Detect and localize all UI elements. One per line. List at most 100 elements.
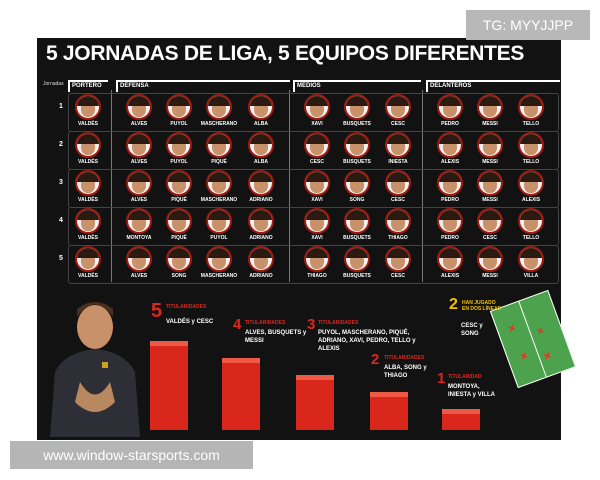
player-name: SONG xyxy=(349,197,365,203)
player-photo xyxy=(304,94,330,120)
player-name: PIQUÉ xyxy=(211,159,227,165)
player-name: CESC xyxy=(391,121,405,127)
player-photo xyxy=(206,94,232,120)
player-name: MESSI xyxy=(482,121,498,127)
divider xyxy=(422,90,423,282)
player-photo xyxy=(206,208,232,234)
player-name: BUSQUETS xyxy=(343,159,371,165)
starts-count: 3 xyxy=(307,316,316,333)
player-name: THIAGO xyxy=(388,235,408,241)
player-name: PEDRO xyxy=(441,197,459,203)
player-photo xyxy=(518,246,544,272)
player-photo xyxy=(166,208,192,234)
player-name: SONG xyxy=(171,273,187,279)
player-name: MASCHERANO xyxy=(200,121,238,127)
starts-count: 2 xyxy=(371,351,380,368)
player-name: CESC xyxy=(483,235,497,241)
player-photo xyxy=(75,94,101,120)
lineup-row xyxy=(68,245,559,284)
starts-count: 1 xyxy=(437,370,446,387)
section-medios: MEDIOS xyxy=(293,80,421,92)
starts-bar-top xyxy=(222,358,260,363)
player-name: MESSI xyxy=(482,159,498,165)
player-photo xyxy=(344,94,370,120)
watermark-url: www.window-starsports.com xyxy=(10,441,253,469)
player-name: ALBA xyxy=(254,121,268,127)
player-photo xyxy=(344,170,370,196)
player-name: MESSI xyxy=(482,273,498,279)
player-name: ALBA xyxy=(254,159,268,165)
player-photo xyxy=(248,208,274,234)
starts-player-names: PUYOL, MASCHERANO, PIQUÉ, ADRIANO, XAVI,… xyxy=(318,330,416,352)
jornada-number: 3 xyxy=(59,179,63,186)
player-photo xyxy=(385,132,411,158)
player-name: TELLO xyxy=(522,121,540,127)
player-photo xyxy=(437,132,463,158)
player-photo xyxy=(75,170,101,196)
starts-label: TITULARIDADES xyxy=(384,355,425,361)
player-name: INIESTA xyxy=(388,159,408,165)
player-name: BUSQUETS xyxy=(343,235,371,241)
player-photo xyxy=(477,246,503,272)
player-photo xyxy=(344,208,370,234)
player-photo xyxy=(344,132,370,158)
player-name: VILLA xyxy=(523,273,539,279)
player-name: PIQUÉ xyxy=(171,197,187,203)
player-name: ALEXIS xyxy=(440,159,460,165)
starts-label: TITULARIDADES xyxy=(245,320,286,326)
player-photo xyxy=(385,170,411,196)
player-photo xyxy=(304,246,330,272)
jornada-number: 2 xyxy=(59,141,63,148)
player-photo xyxy=(477,94,503,120)
player-photo xyxy=(518,94,544,120)
dual-label: HAN JUGADO EN DOS LÍNEAS xyxy=(462,300,501,312)
player-name: PEDRO xyxy=(441,121,459,127)
player-name: ALEXIS xyxy=(440,273,460,279)
player-name: ALVES xyxy=(130,197,148,203)
starts-bar xyxy=(370,396,408,430)
page-title: 5 JORNADAS DE LIGA, 5 EQUIPOS DIFERENTES xyxy=(46,42,525,65)
player-name: VALDÉS xyxy=(78,121,98,127)
player-photo xyxy=(166,170,192,196)
player-name: PUYOL xyxy=(170,121,188,127)
player-name: PUYOL xyxy=(210,235,228,241)
player-photo xyxy=(126,208,152,234)
dual-number: 2 xyxy=(449,296,458,313)
divider xyxy=(111,90,112,282)
player-photo xyxy=(166,246,192,272)
section-defensa: DEFENSA xyxy=(116,80,290,92)
jornada-number: 1 xyxy=(59,103,63,110)
player-name: VALDÉS xyxy=(78,235,98,241)
player-name: PIQUÉ xyxy=(171,235,187,241)
player-photo xyxy=(206,246,232,272)
player-photo xyxy=(304,132,330,158)
player-name: XAVI xyxy=(311,121,323,127)
section-delanteros: DELANTEROS xyxy=(426,80,560,92)
player-photo xyxy=(518,208,544,234)
starts-bar-top xyxy=(296,375,334,380)
player-name: VALDÉS xyxy=(78,273,98,279)
starts-player-names: ALBA, SONG y THIAGO xyxy=(384,365,427,379)
player-name: PEDRO xyxy=(441,235,459,241)
starts-bar xyxy=(296,379,334,430)
player-photo xyxy=(248,132,274,158)
player-photo xyxy=(304,208,330,234)
player-name: TELLO xyxy=(522,235,540,241)
player-name: ADRIANO xyxy=(249,273,273,279)
player-photo xyxy=(477,170,503,196)
player-photo xyxy=(437,94,463,120)
player-name: ADRIANO xyxy=(249,235,273,241)
dual-names: CESC y SONG xyxy=(461,323,483,337)
starts-label: TITULARIDADES xyxy=(318,320,359,326)
divider xyxy=(289,90,290,282)
jornada-number: 5 xyxy=(59,255,63,262)
player-photo xyxy=(304,170,330,196)
player-photo xyxy=(166,94,192,120)
player-photo xyxy=(248,94,274,120)
player-name: MONTOYA xyxy=(126,235,152,241)
player-photo xyxy=(206,132,232,158)
starts-bar xyxy=(442,413,480,430)
player-photo xyxy=(437,246,463,272)
player-photo xyxy=(126,170,152,196)
player-photo xyxy=(437,170,463,196)
